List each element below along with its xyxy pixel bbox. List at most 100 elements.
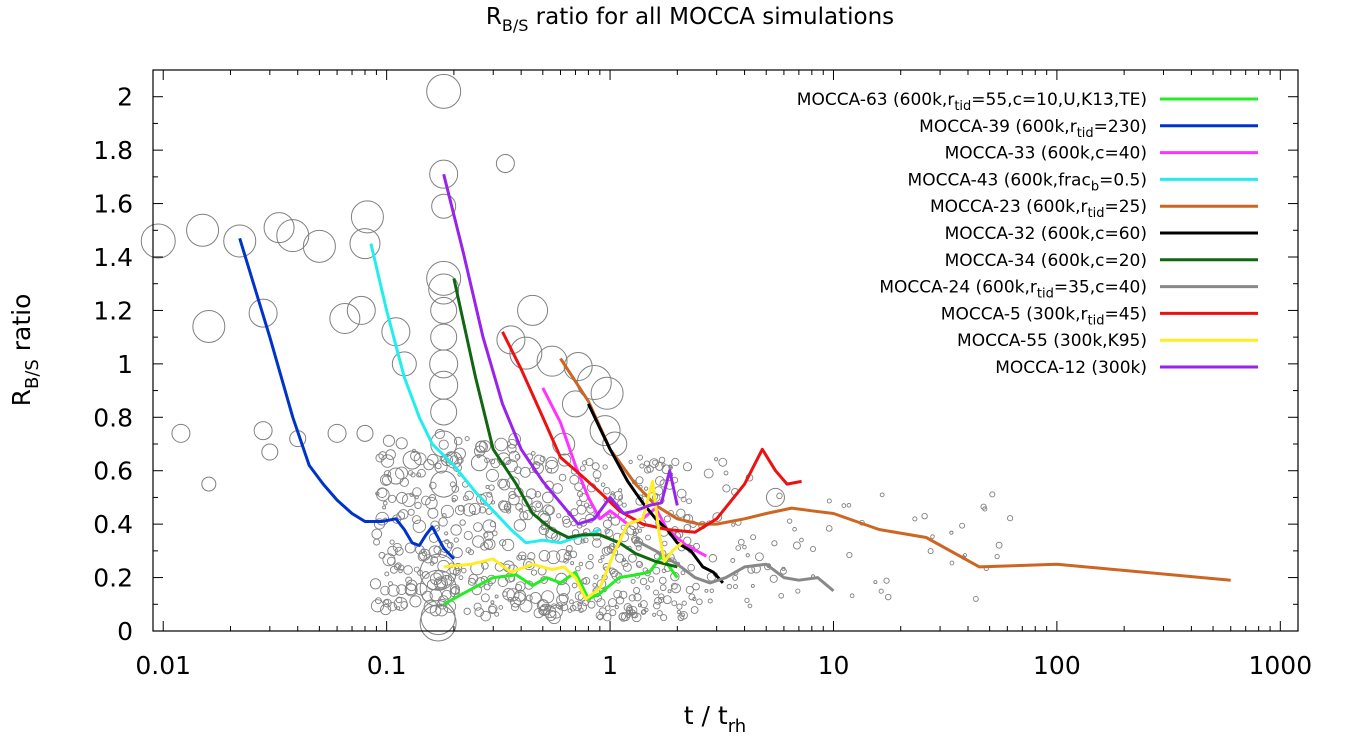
legend: MOCCA-63 (600k,rtid=55,c=10,U,K13,TE)MOC… <box>797 90 1258 378</box>
bubble-marker <box>594 477 600 483</box>
bubble-marker <box>677 614 685 622</box>
legend-label-rest: =0.5) <box>1099 170 1147 190</box>
bubble-marker <box>444 531 449 536</box>
bubble-marker <box>771 540 778 547</box>
bubble-marker <box>380 473 392 486</box>
bubble-marker <box>494 611 500 617</box>
bubble-marker <box>570 561 575 566</box>
bubble-marker <box>445 575 450 580</box>
bubble-marker <box>423 599 438 614</box>
bubble-marker <box>618 495 624 501</box>
y-tick-label: 0.4 <box>93 510 133 539</box>
bubble-marker <box>733 584 738 589</box>
bubble-marker <box>602 519 612 529</box>
x-tick-label: 10 <box>818 651 850 680</box>
bubble-marker <box>744 597 750 603</box>
bubble-marker <box>519 599 533 613</box>
y-tick-label: 1 <box>117 350 133 379</box>
legend-label-8: MOCCA-5 (300k,rtid=45) <box>941 304 1147 328</box>
bubble-marker <box>676 508 686 518</box>
bubble-marker <box>426 73 462 109</box>
bubble-marker <box>533 454 545 466</box>
y-axis-label-rest: ratio <box>7 294 36 360</box>
bubble-marker <box>686 498 692 505</box>
bubble-marker <box>723 470 729 476</box>
bubble-marker <box>412 487 422 497</box>
bubble-marker <box>503 503 511 511</box>
bubble-marker <box>508 493 520 506</box>
bubble-marker <box>509 336 543 370</box>
bubble-marker <box>427 507 439 519</box>
bubble-marker <box>671 600 678 607</box>
bubble-marker <box>962 553 967 558</box>
x-tick-label: 1000 <box>1248 651 1312 680</box>
bubble-marker <box>538 524 550 536</box>
bubble-marker <box>538 606 548 616</box>
bubble-marker <box>452 567 461 576</box>
bubble-marker <box>453 436 463 446</box>
legend-label-sub: tid <box>1088 206 1105 221</box>
bubble-marker <box>389 539 395 545</box>
bubble-marker <box>433 570 444 581</box>
bubble-marker <box>374 597 382 605</box>
bubble-marker <box>498 478 511 491</box>
bubble-marker <box>681 600 687 606</box>
bubble-marker <box>431 193 457 219</box>
bubble-marker <box>676 603 683 610</box>
bubble-marker <box>949 530 954 535</box>
bubble-marker <box>539 455 546 462</box>
bubble-marker <box>597 614 604 621</box>
bubble-marker <box>380 603 392 616</box>
bubble-marker <box>430 398 458 426</box>
bubble-marker <box>382 434 395 447</box>
bubble-marker <box>579 465 586 472</box>
bubble-marker <box>712 512 723 523</box>
bubble-marker <box>302 229 336 263</box>
bubble-marker <box>625 613 631 619</box>
bubble-marker <box>480 593 490 603</box>
bubble-marker <box>395 437 408 450</box>
bubble-marker <box>687 563 695 572</box>
bubble-marker <box>529 591 542 604</box>
bubble-marker <box>461 567 467 574</box>
bubble-marker <box>726 583 732 590</box>
bubble-marker <box>825 525 833 532</box>
bubble-marker <box>263 212 295 244</box>
bubble-marker <box>538 599 549 611</box>
bubble-marker <box>731 522 736 527</box>
bubble-marker <box>409 492 414 497</box>
bubble-marker <box>608 598 617 608</box>
bubble-marker <box>463 530 473 541</box>
bubble-marker <box>580 538 586 544</box>
bubble-marker <box>680 570 686 576</box>
bubble-marker <box>382 500 388 506</box>
bubble-marker <box>459 519 466 526</box>
bubble-marker <box>388 494 397 504</box>
bubble-marker <box>810 546 817 553</box>
bubble-marker <box>598 558 603 564</box>
bubble-marker <box>517 294 549 326</box>
bubble-marker <box>652 459 658 466</box>
bubble-marker <box>373 538 381 546</box>
bubble-marker <box>879 492 885 498</box>
bubble-marker <box>327 423 347 443</box>
bubble-marker <box>465 547 472 554</box>
bubble-marker <box>558 592 569 604</box>
bubble-marker <box>709 588 714 593</box>
bubble-marker <box>411 448 417 453</box>
bubble-marker <box>514 584 523 592</box>
bubble-marker <box>598 607 607 616</box>
y-axis-label-sub: B/S <box>22 359 43 389</box>
bubble-marker <box>608 567 616 575</box>
bubble-marker <box>457 456 464 464</box>
bubble-marker <box>656 610 663 617</box>
bubble-marker <box>378 451 388 460</box>
bubble-marker <box>435 462 442 470</box>
bubble-marker <box>545 505 555 516</box>
bubble-marker <box>490 458 501 469</box>
bubble-marker <box>384 599 390 605</box>
bubble-marker <box>507 438 518 449</box>
bubble-marker <box>841 503 847 508</box>
series-line-5 <box>587 403 725 584</box>
bubble-marker <box>192 309 226 343</box>
